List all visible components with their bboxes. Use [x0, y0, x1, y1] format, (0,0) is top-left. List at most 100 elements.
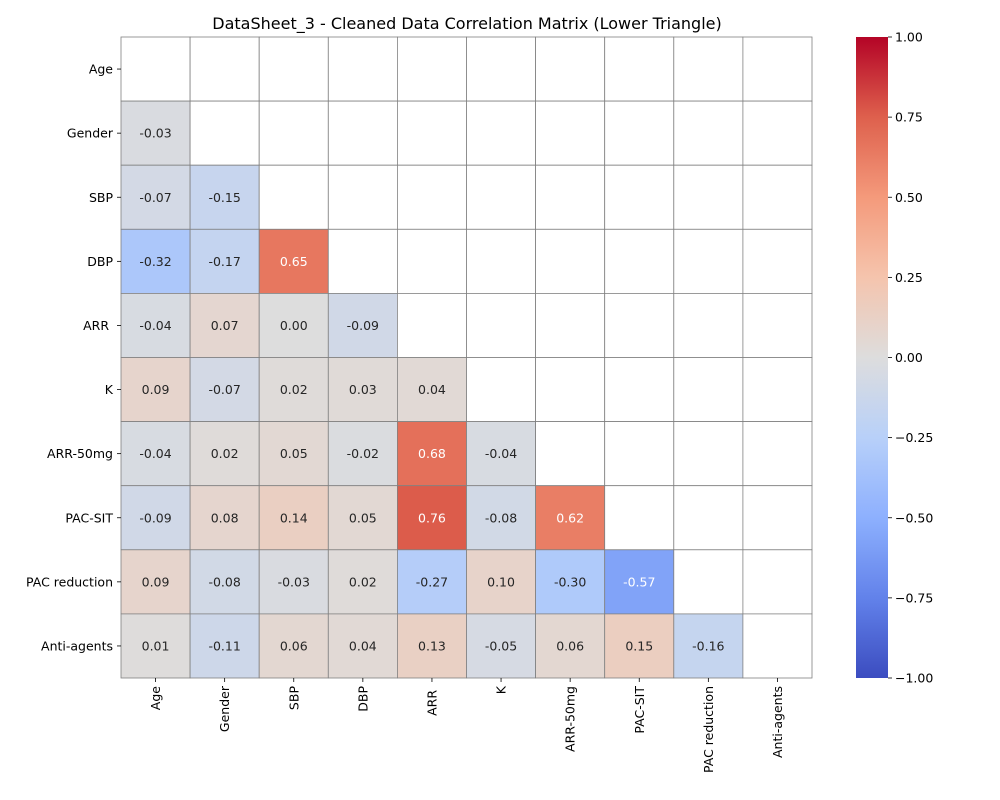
empty-cell: [466, 100, 536, 166]
empty-cell: [258, 100, 329, 166]
cell-value-label: -0.09: [347, 318, 379, 333]
heatmap-cell: [258, 421, 329, 487]
cell-value-label: 0.68: [418, 446, 446, 461]
empty-cell: [120, 36, 191, 102]
row-tick-label: SBP: [89, 190, 114, 205]
heatmap-cell: [327, 292, 398, 358]
cell-value-label: 0.02: [211, 446, 239, 461]
cell-value-label: 0.02: [280, 382, 308, 397]
empty-cell: [327, 100, 398, 166]
cell-value-label: 0.02: [349, 574, 377, 589]
cell-value-label: -0.03: [278, 574, 310, 589]
empty-cell: [673, 292, 744, 358]
empty-cell: [396, 292, 467, 358]
empty-cell: [673, 357, 744, 422]
heatmap-cell: [673, 613, 744, 679]
empty-cell: [742, 549, 813, 615]
cell-value-label: 0.03: [349, 382, 377, 397]
empty-cell: [604, 357, 675, 422]
heatmap-cell: [535, 485, 606, 551]
heatmap-cell: [396, 421, 467, 487]
empty-cell: [535, 100, 606, 166]
empty-cell: [673, 485, 744, 551]
heatmap-cell: [189, 613, 260, 679]
column-tick-label: Anti-agents: [770, 686, 785, 758]
row-tick-label: K: [105, 382, 114, 397]
empty-cell: [742, 421, 813, 487]
empty-cell: [673, 228, 744, 294]
empty-cell: [535, 357, 606, 422]
heatmap-cell: [189, 357, 260, 422]
cell-value-label: -0.27: [416, 574, 448, 589]
cell-value-label: -0.09: [139, 510, 171, 525]
cell-value-label: -0.15: [208, 190, 240, 205]
heatmap-cell: [120, 549, 191, 615]
empty-cell: [742, 164, 813, 230]
heatmap-cell: [535, 613, 606, 679]
cell-value-label: -0.04: [139, 318, 171, 333]
cell-value-label: 0.06: [280, 638, 308, 653]
empty-cell: [604, 100, 675, 166]
heatmap-cell: [189, 292, 260, 358]
column-tick-label: Gender: [217, 685, 232, 732]
cell-value-label: 0.14: [280, 510, 308, 525]
colorbar-gradient: [856, 37, 888, 678]
heatmap-cell: [189, 228, 260, 294]
column-tick-label: SBP: [286, 686, 301, 711]
heatmap-cell: [327, 421, 398, 487]
colorbar-tick-label: 0.00: [895, 350, 923, 365]
cell-value-label: -0.08: [208, 574, 240, 589]
colorbar-tick-label: 1.00: [895, 30, 923, 45]
cell-value-label: 0.00: [280, 318, 308, 333]
empty-cell: [466, 292, 536, 358]
cell-value-label: -0.05: [485, 638, 517, 653]
cell-value-label: 0.08: [211, 510, 239, 525]
heatmap-cell: [120, 485, 191, 551]
cell-value-label: -0.17: [208, 254, 240, 269]
cell-value-label: -0.08: [485, 510, 517, 525]
empty-cell: [742, 292, 813, 358]
empty-cell: [189, 100, 260, 166]
empty-cell: [742, 36, 813, 102]
cell-value-label: -0.03: [139, 126, 171, 141]
cell-value-label: -0.32: [139, 254, 171, 269]
column-tick-label: Age: [148, 686, 163, 710]
empty-cell: [535, 292, 606, 358]
column-tick-label: ARR: [424, 686, 439, 716]
empty-cell: [742, 613, 813, 679]
empty-cell: [535, 164, 606, 230]
colorbar-tick-label: 0.50: [895, 190, 923, 205]
empty-cell: [604, 164, 675, 230]
heatmap-cell: [189, 485, 260, 551]
cell-value-label: 0.06: [556, 638, 584, 653]
cell-value-label: 0.62: [556, 510, 584, 525]
cell-value-label: -0.07: [139, 190, 171, 205]
heatmap-cell: [120, 100, 191, 166]
heatmap-cell: [120, 164, 191, 230]
column-tick-labels: Age Gender SBP DBP ARR K ARR-50mg PAC-SIT PAC r…: [148, 678, 785, 773]
cell-value-label: -0.16: [692, 638, 724, 653]
empty-cell: [604, 228, 675, 294]
cell-value-label: 0.05: [280, 446, 308, 461]
heatmap-cell: [258, 549, 329, 615]
cell-value-label: -0.30: [554, 574, 586, 589]
colorbar-tick-label: −0.25: [895, 430, 933, 445]
cell-value-label: 0.13: [418, 638, 446, 653]
column-tick-label: PAC reduction: [701, 686, 716, 773]
empty-cell: [258, 164, 329, 230]
empty-cell: [604, 36, 675, 102]
empty-cell: [258, 36, 329, 102]
cell-value-label: 0.09: [142, 382, 170, 397]
empty-cell: [189, 36, 260, 102]
colorbar-tick-label: −0.75: [895, 590, 933, 605]
empty-cell: [604, 292, 675, 358]
heatmap-cell: [189, 164, 260, 230]
row-tick-label: PAC reduction: [26, 574, 113, 589]
heatmap-cell: [466, 421, 536, 487]
heatmap-cell: [327, 485, 398, 551]
cell-value-label: -0.57: [623, 574, 655, 589]
cell-value-label: 0.04: [418, 382, 446, 397]
row-tick-label: Age: [89, 62, 113, 77]
heatmap-cell: [466, 613, 536, 679]
